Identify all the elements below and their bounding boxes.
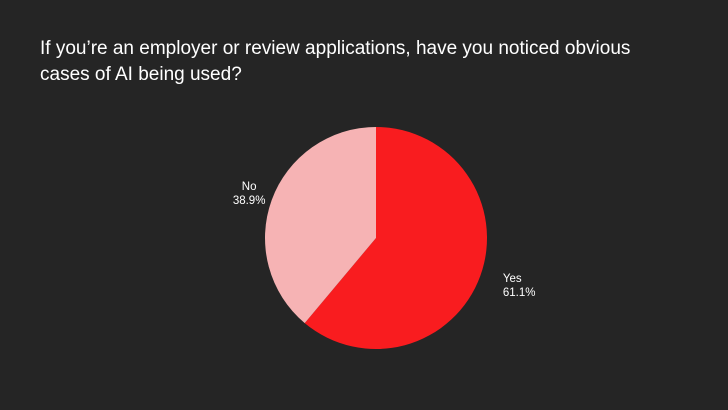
pie-labels: Yes 61.1% No 38.9%	[233, 181, 536, 299]
pie-slices	[265, 127, 488, 349]
slice-value-no: 38.9%	[233, 195, 266, 207]
slice-label-yes: Yes	[503, 273, 522, 285]
slice-label-no: No	[242, 181, 257, 193]
slice-value-yes: 61.1%	[503, 287, 536, 299]
pie-slice-yes	[304, 127, 488, 349]
pie-slice-no	[265, 127, 376, 324]
chart-title: If you’re an employer or review applicat…	[40, 38, 631, 85]
